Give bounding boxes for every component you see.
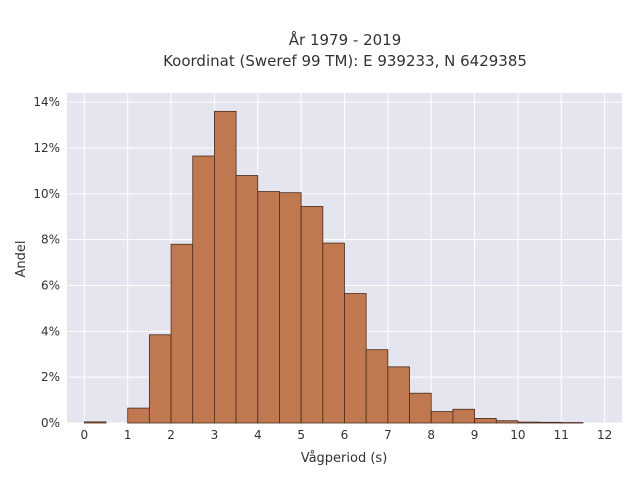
histogram-bar — [257, 191, 280, 424]
x-tick-label: 1 — [124, 428, 132, 442]
histogram-bar — [517, 421, 541, 424]
x-axis-title: Vågperiod (s) — [301, 451, 388, 466]
histogram-bar — [539, 421, 562, 424]
histogram-bar — [495, 420, 519, 424]
histogram-bar — [322, 242, 345, 424]
y-tick-label: 8% — [41, 233, 60, 247]
histogram-bar — [192, 155, 215, 424]
x-tick-label: 12 — [597, 428, 612, 442]
bars — [83, 110, 584, 424]
x-tick-label: 7 — [384, 428, 392, 442]
histogram-bar — [452, 408, 475, 424]
histogram-bar — [474, 418, 497, 424]
x-tick-label: 6 — [341, 428, 349, 442]
histogram-bar — [365, 349, 389, 424]
x-tick-label: 4 — [254, 428, 262, 442]
histogram-bar — [214, 110, 237, 424]
histogram-bar — [560, 422, 584, 424]
x-tick-label: 10 — [510, 428, 525, 442]
y-axis-title: Andel — [14, 241, 29, 278]
x-tick-label: 0 — [81, 428, 89, 442]
histogram-bar — [387, 366, 410, 424]
histogram-bar — [430, 411, 454, 424]
chart-subtitle: Koordinat (Sweref 99 TM): E 939233, N 64… — [163, 52, 527, 70]
x-tick-label: 5 — [297, 428, 305, 442]
x-tick-label: 2 — [167, 428, 175, 442]
histogram-bar — [148, 334, 172, 424]
histogram-bar — [279, 192, 302, 424]
chart-title: År 1979 - 2019 — [289, 30, 402, 49]
x-tick-label: 3 — [211, 428, 219, 442]
histogram-bar — [127, 407, 150, 424]
x-tick-labels: 0 1 2 3 4 5 6 7 8 9 10 11 12 — [81, 428, 613, 442]
histogram-bar — [235, 175, 259, 424]
histogram-bar — [83, 421, 107, 424]
y-tick-label: 10% — [33, 187, 60, 201]
y-tick-labels: 0% 2% 4% 6% 8% 10% 12% 14% — [33, 95, 60, 430]
histogram-bar — [300, 206, 324, 424]
y-tick-label: 12% — [33, 141, 60, 155]
histogram-bar — [170, 243, 194, 424]
y-tick-label: 4% — [41, 324, 60, 338]
x-tick-label: 11 — [554, 428, 569, 442]
x-tick-label: 9 — [471, 428, 479, 442]
y-tick-label: 2% — [41, 370, 60, 384]
x-tick-label: 8 — [427, 428, 435, 442]
y-tick-label: 14% — [33, 95, 60, 109]
y-tick-label: 0% — [41, 416, 60, 430]
histogram-bar — [344, 293, 367, 424]
histogram-bar — [409, 392, 432, 424]
y-tick-label: 6% — [41, 279, 60, 293]
